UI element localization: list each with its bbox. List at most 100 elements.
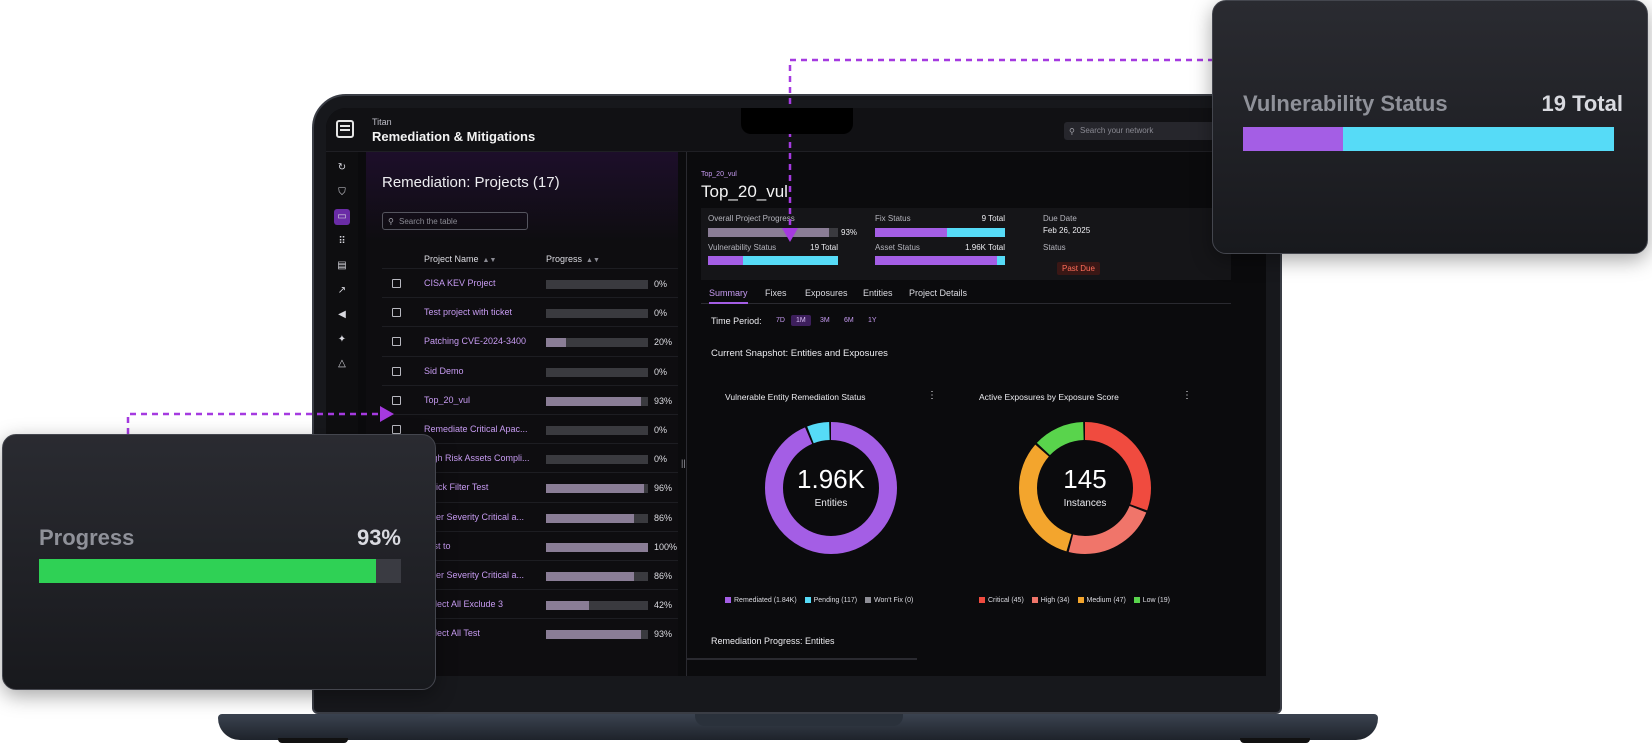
asset-status-label: Asset Status <box>875 243 920 252</box>
fix-status-bar <box>875 228 1005 237</box>
project-detail-panel: Top_20_vul Top_20_vul Overall Project Pr… <box>686 152 1266 676</box>
donut-exposures <box>1019 422 1151 554</box>
card-title-entity-remediation: Vulnerable Entity Remediation Status <box>725 392 866 402</box>
donut-slice-remediated[interactable] <box>765 422 897 554</box>
devices-icon[interactable]: ▭ <box>334 209 350 225</box>
sort-icon: ▲▼ <box>586 257 600 264</box>
project-name-link[interactable]: Patching CVE-2024-3400 <box>424 336 527 347</box>
sparkle-icon[interactable]: ✦ <box>337 334 347 345</box>
page-title: Top_20_vul <box>701 182 788 201</box>
panel-resize-handle[interactable]: || <box>681 458 686 468</box>
table-row[interactable]: Top_20_vul 93% <box>382 384 678 414</box>
legend-swatch <box>804 597 811 604</box>
table-row[interactable]: Test project with ticket 0% <box>382 297 678 326</box>
tab-exposures[interactable]: Exposures <box>805 288 848 298</box>
progress-value: 0% <box>654 279 668 289</box>
progress-fill <box>546 571 634 581</box>
period-3m[interactable]: 3M <box>820 317 830 324</box>
asset-status-total: 1.96K Total <box>965 243 1005 252</box>
row-checkbox[interactable] <box>392 424 401 434</box>
due-date-value: Feb 26, 2025 <box>1043 226 1091 235</box>
app-logo-icon[interactable] <box>336 120 354 138</box>
progress-bar <box>546 630 648 640</box>
row-checkbox[interactable] <box>392 337 401 347</box>
tab-fixes[interactable]: Fixes <box>765 288 787 298</box>
vulnerability-status-bar <box>708 256 838 265</box>
table-row[interactable]: CISA KEV Project 0% <box>382 268 678 297</box>
table-row[interactable]: Remediate Critical Apac... 0% <box>382 413 678 443</box>
legend-entity-remediation: Remediated (1.84K) Pending (117) Won't F… <box>719 597 913 604</box>
callout-vulnerability-status: Vulnerability Status 19 Total <box>1212 0 1648 254</box>
row-checkbox[interactable] <box>392 279 401 288</box>
period-7d[interactable]: 7D <box>776 317 785 324</box>
progress-fill <box>546 542 648 552</box>
project-name-link[interactable]: High Risk Assets Compli... <box>424 453 530 464</box>
callout-bar <box>39 559 401 583</box>
grid-icon[interactable]: ⠿ <box>338 236 346 247</box>
refresh-icon[interactable]: ↻ <box>337 162 347 173</box>
progress-value: 0% <box>654 454 668 465</box>
laptop-foot <box>278 738 348 743</box>
project-name-link[interactable]: CISA KEV Project <box>424 278 496 288</box>
tab-summary[interactable]: Summary <box>709 288 748 304</box>
vulnerability-segment-other <box>743 256 838 265</box>
tab-entities[interactable]: Entities <box>863 288 893 298</box>
table-row[interactable]: Patching CVE-2024-3400 20% <box>382 326 678 355</box>
project-name-link[interactable]: Remediate Critical Apac... <box>424 423 528 434</box>
legend-item: Won't Fix (0) <box>874 597 914 604</box>
project-name-link[interactable]: Sid Demo <box>424 365 464 376</box>
progress-value: 86% <box>654 570 673 581</box>
donut-slice-high[interactable] <box>1019 422 1151 554</box>
project-name-link[interactable]: Test project with ticket <box>424 307 513 318</box>
donut-center-value: 1.96K <box>797 464 865 494</box>
trend-icon[interactable]: ↗ <box>337 285 347 296</box>
progress-bar <box>546 571 648 581</box>
panel-glow <box>366 152 678 242</box>
document-icon[interactable]: ▤ <box>337 260 347 271</box>
fix-status-total: 9 Total <box>981 214 1005 223</box>
progress-bar <box>546 309 648 319</box>
scroll-indicator[interactable] <box>687 658 917 660</box>
project-name-link[interactable]: Filter Severity Critical a... <box>424 569 525 580</box>
progress-value: 0% <box>654 366 668 377</box>
asset-segment-a <box>875 256 998 265</box>
project-name-link[interactable]: Top_20_vul <box>424 394 471 405</box>
column-header-project-name[interactable]: Project Name ▲▼ <box>424 254 496 264</box>
project-name-link[interactable]: Quick Filter Test <box>424 482 489 493</box>
laptop-screen: Titan Remediation & Mitigations ⚲ Search… <box>326 108 1266 676</box>
table-search-input[interactable]: ⚲ Search the table <box>382 212 528 230</box>
card-title-exposures: Active Exposures by Exposure Score <box>979 392 1119 402</box>
warning-icon[interactable]: △ <box>338 358 346 369</box>
more-options-icon[interactable]: ⋮ <box>1182 390 1192 401</box>
asset-segment-b <box>997 256 1005 265</box>
project-name-link[interactable]: Filter Severity Critical a... <box>424 511 525 522</box>
project-name-link[interactable]: Select All Test <box>424 628 480 639</box>
project-stats-box: Overall Project Progress 93% Vulnerabili… <box>701 208 1231 280</box>
app-small-title: Titan <box>372 117 392 127</box>
project-name-link[interactable]: Select All Exclude 3 <box>424 599 504 610</box>
more-options-icon[interactable]: ⋮ <box>927 390 937 401</box>
period-1m[interactable]: 1M <box>791 315 811 326</box>
vulnerability-status-label: Vulnerability Status <box>708 243 777 252</box>
row-checkbox[interactable] <box>392 366 401 376</box>
progress-bar <box>546 455 648 465</box>
callout-title: Progress <box>39 525 135 550</box>
project-name-link[interactable]: Test to <box>424 540 451 551</box>
progress-value: 20% <box>654 337 673 348</box>
donut-slice-medium[interactable] <box>1019 422 1151 554</box>
progress-value: 86% <box>654 512 673 523</box>
table-row[interactable]: Sid Demo 0% <box>382 355 678 385</box>
row-checkbox[interactable] <box>392 395 401 405</box>
breadcrumb[interactable]: Top_20_vul <box>701 171 737 178</box>
period-1y[interactable]: 1Y <box>868 317 877 324</box>
due-date-label: Due Date <box>1043 214 1077 223</box>
period-6m[interactable]: 6M <box>844 317 854 324</box>
donut-slice-critical[interactable] <box>1019 422 1151 554</box>
shield-icon[interactable]: ⛉ <box>338 187 346 198</box>
column-header-progress[interactable]: Progress ▲▼ <box>546 254 600 264</box>
network-search-placeholder: Search your network <box>1080 126 1154 135</box>
megaphone-icon[interactable]: ◀ <box>338 309 346 320</box>
remediation-progress-title: Remediation Progress: Entities <box>711 636 835 646</box>
row-checkbox[interactable] <box>392 308 401 318</box>
tab-project-details[interactable]: Project Details <box>909 288 968 298</box>
